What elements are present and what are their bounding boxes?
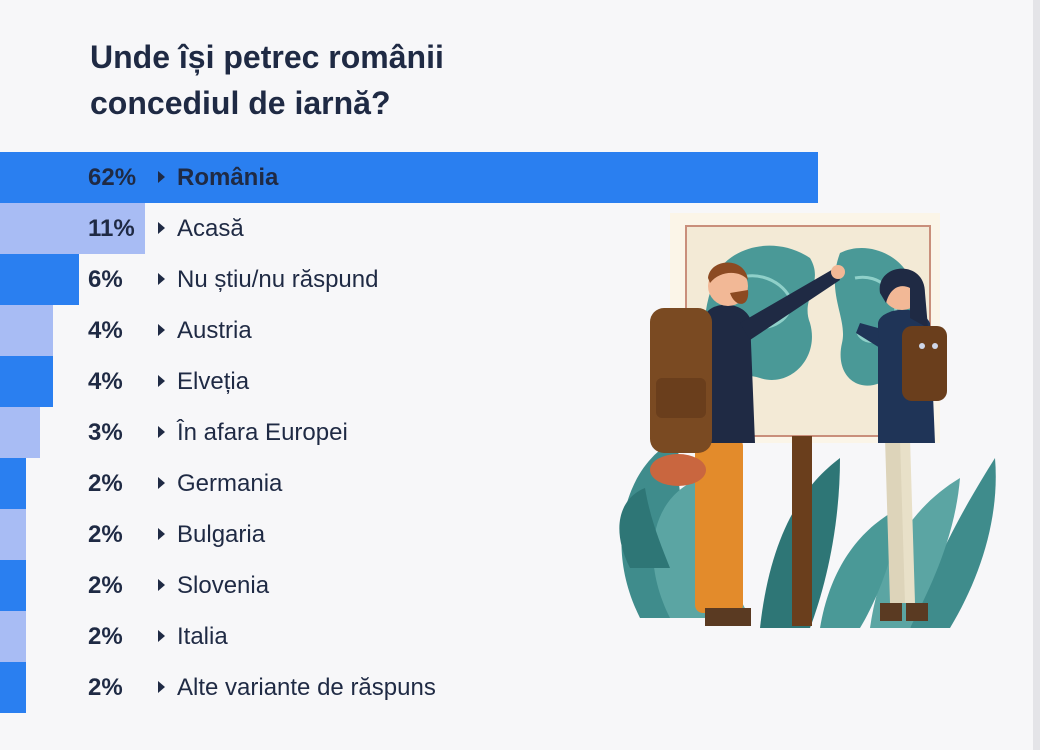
data-label: 2% <box>88 470 123 497</box>
data-label: 4% <box>88 317 123 344</box>
caret-right-icon <box>158 579 165 591</box>
data-label: 11% <box>88 215 135 242</box>
bar <box>0 356 53 407</box>
bar <box>0 407 40 458</box>
bar <box>0 458 26 509</box>
bar <box>0 662 26 713</box>
caret-right-icon <box>158 630 165 642</box>
chart-title-line-1: Unde își petrec românii <box>90 39 444 75</box>
category-label: Acasă <box>177 215 244 242</box>
caret-right-icon <box>158 324 165 336</box>
bar <box>0 254 79 305</box>
category-label: Alte variante de răspuns <box>177 674 436 701</box>
data-label: 4% <box>88 368 123 395</box>
caret-right-icon <box>158 528 165 540</box>
caret-right-icon <box>158 681 165 693</box>
data-label: 62% <box>88 164 137 191</box>
bar <box>0 509 26 560</box>
data-label: 2% <box>88 521 123 548</box>
category-label: Austria <box>177 317 252 344</box>
category-label: Elveția <box>177 368 250 395</box>
category-label: Germania <box>177 470 283 497</box>
bar <box>0 203 145 254</box>
data-label: 3% <box>88 419 123 446</box>
data-label: 2% <box>88 572 123 599</box>
category-label: Nu știu/nu răspund <box>177 266 379 293</box>
chart-title: Unde își petrec românii concediul de iar… <box>90 34 610 126</box>
caret-right-icon <box>158 171 165 183</box>
bar <box>0 305 53 356</box>
category-label: Slovenia <box>177 572 270 599</box>
travelers-illustration <box>619 213 996 628</box>
data-label: 2% <box>88 674 123 701</box>
caret-right-icon <box>158 222 165 234</box>
caret-right-icon <box>158 375 165 387</box>
chart-title-line-2: concediul de iarnă? <box>90 85 391 121</box>
bar <box>0 611 26 662</box>
category-label: România <box>177 164 279 191</box>
bar <box>0 152 818 203</box>
page-edge <box>1033 0 1040 750</box>
caret-right-icon <box>158 477 165 489</box>
caret-right-icon <box>158 273 165 285</box>
bar <box>0 560 26 611</box>
data-label: 2% <box>88 623 123 650</box>
caret-right-icon <box>158 426 165 438</box>
data-label: 6% <box>88 266 123 293</box>
category-label: Italia <box>177 623 228 650</box>
category-label: Bulgaria <box>177 521 266 548</box>
category-label: În afara Europei <box>177 419 348 446</box>
